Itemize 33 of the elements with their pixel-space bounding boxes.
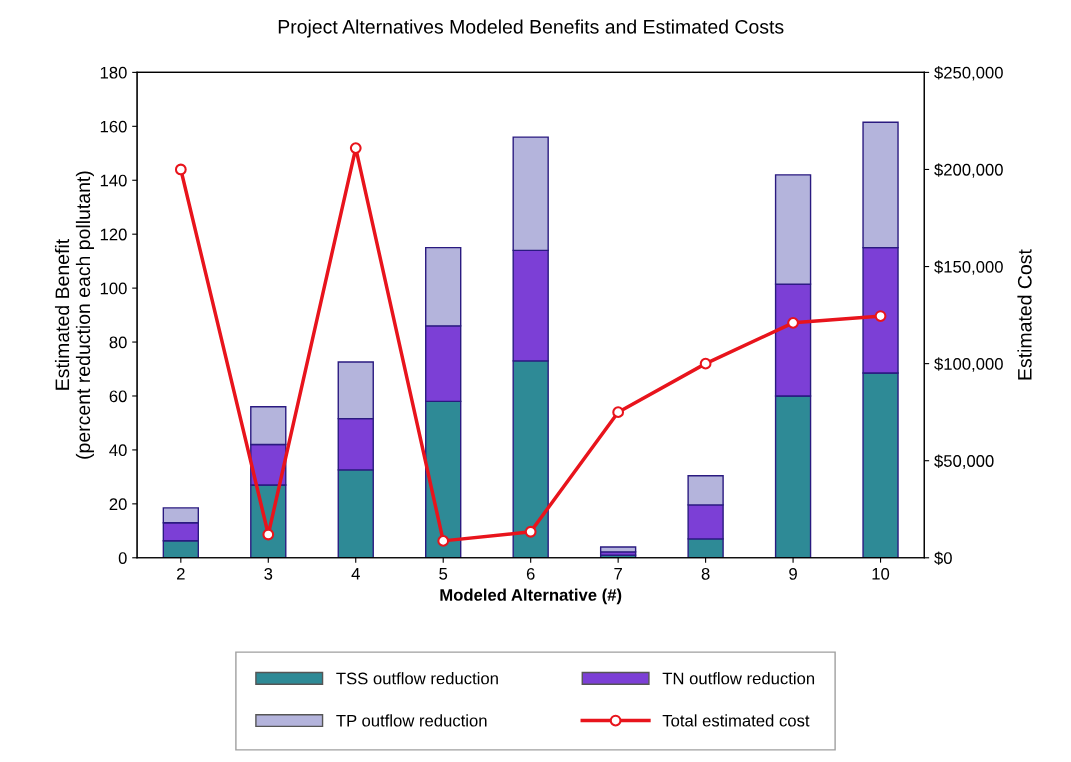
y-tick-label: 140 bbox=[100, 174, 127, 187]
y-tick-label: 120 bbox=[100, 228, 127, 241]
y-tick-label: 80 bbox=[109, 336, 127, 349]
x-tick-label: 7 bbox=[614, 568, 622, 580]
x-tick-label: 10 bbox=[872, 567, 890, 580]
x-tick-label: 8 bbox=[701, 567, 710, 580]
x-tick-label: 5 bbox=[439, 568, 448, 580]
y-axis-title: Estimated Benefit (percent reduction each pollutant) bbox=[54, 171, 95, 459]
legend-label: TP outflow reduction bbox=[336, 714, 487, 727]
y-tick-label: 0 bbox=[118, 552, 127, 564]
y2-axis-title: Estimated Cost bbox=[1017, 249, 1032, 380]
x-axis-title: Modeled Alternative (#) bbox=[440, 588, 622, 605]
y-tick-label: 40 bbox=[109, 444, 127, 457]
y2-tick-label: $200,000 bbox=[934, 163, 1003, 178]
y2-tick-label: $0 bbox=[934, 551, 952, 565]
x-tick-label: 4 bbox=[351, 568, 360, 580]
y2-tick-label: $250,000 bbox=[934, 66, 1003, 81]
y-tick-label: 100 bbox=[100, 282, 127, 295]
x-tick-label: 3 bbox=[264, 567, 273, 580]
y2-tick-label: $50,000 bbox=[934, 454, 994, 469]
y-tick-label: 20 bbox=[109, 498, 127, 511]
x-tick-label: 2 bbox=[177, 567, 185, 580]
y-tick-label: 180 bbox=[100, 66, 127, 79]
legend-label: Total estimated cost bbox=[662, 714, 810, 727]
x-tick-label: 9 bbox=[789, 567, 797, 580]
x-tick-label: 6 bbox=[526, 567, 535, 580]
legend-label: TSS outflow reduction bbox=[336, 672, 498, 685]
legend-label: TN outflow reduction bbox=[662, 672, 815, 685]
y-tick-label: 160 bbox=[100, 120, 127, 133]
y-tick-label: 60 bbox=[109, 390, 127, 403]
y2-tick-label: $150,000 bbox=[934, 260, 1003, 275]
y2-tick-label: $100,000 bbox=[934, 357, 1003, 372]
chart-title: Project Alternatives Modeled Benefits and Estimated Costs bbox=[278, 19, 784, 38]
